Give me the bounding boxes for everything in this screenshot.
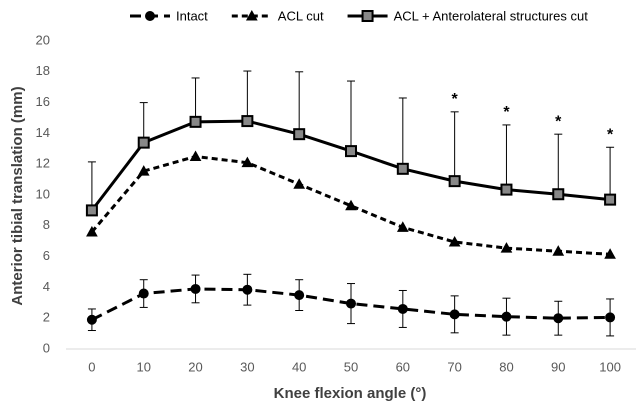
point [137,165,150,176]
point [345,199,357,211]
point [86,314,97,325]
point [500,183,513,196]
annotation: * [452,91,459,108]
y-tick-label: 20 [36,32,50,47]
point [553,313,564,324]
y-tick-label: 0 [43,340,50,355]
point [500,242,513,253]
point [397,303,408,314]
point [293,128,306,141]
point [552,245,565,256]
point [346,298,356,309]
point [448,235,461,247]
legend-marker [145,11,155,21]
point [189,150,202,161]
point [241,156,254,168]
point [242,284,253,295]
x-tick-label: 90 [551,359,565,374]
point [241,115,254,128]
y-tick-label: 18 [36,63,50,78]
y-tick-label: 12 [36,156,50,171]
point [501,311,512,322]
y-tick-label: 6 [43,248,50,263]
y-tick-label: 10 [36,186,50,201]
y-tick-label: 14 [36,125,50,140]
x-tick-label: 50 [344,359,358,374]
y-axis-title: Anterior tibial translation (mm) [9,86,26,305]
point [396,162,409,175]
point [293,178,306,189]
legend-label: ACL + Anterolateral structures cut [394,8,589,23]
point [189,115,202,128]
point [604,248,616,259]
x-tick-label: 70 [447,359,461,374]
x-axis-title: Knee flexion angle (°) [274,385,427,402]
point [190,283,201,294]
point [449,309,460,320]
point [604,193,617,206]
point [85,204,98,217]
point [448,175,461,188]
legend-label: ACL cut [278,8,324,23]
annotation: * [607,126,614,143]
point [552,188,565,201]
point [137,136,150,149]
series-line [91,287,611,322]
annotation: * [503,104,510,121]
x-tick-label: 20 [188,359,202,374]
legend-marker [361,10,374,22]
x-tick-label: 40 [292,359,306,374]
x-tick-label: 0 [88,359,95,374]
x-tick-label: 10 [136,359,150,374]
y-tick-label: 4 [43,279,50,294]
legend-marker [245,9,258,21]
y-tick-label: 16 [36,94,50,109]
x-tick-label: 30 [240,359,254,374]
y-tick-label: 2 [43,310,50,325]
point [396,221,409,232]
x-tick-label: 80 [499,359,513,374]
y-tick-label: 8 [43,217,50,232]
annotation: * [555,113,562,130]
x-tick-label: 100 [599,359,621,374]
series-line [90,154,611,256]
point [605,312,616,323]
legend-label: Intact [176,8,208,23]
point [138,288,149,299]
point [86,225,98,237]
point [345,145,357,158]
x-tick-label: 60 [396,359,410,374]
point [294,290,305,301]
